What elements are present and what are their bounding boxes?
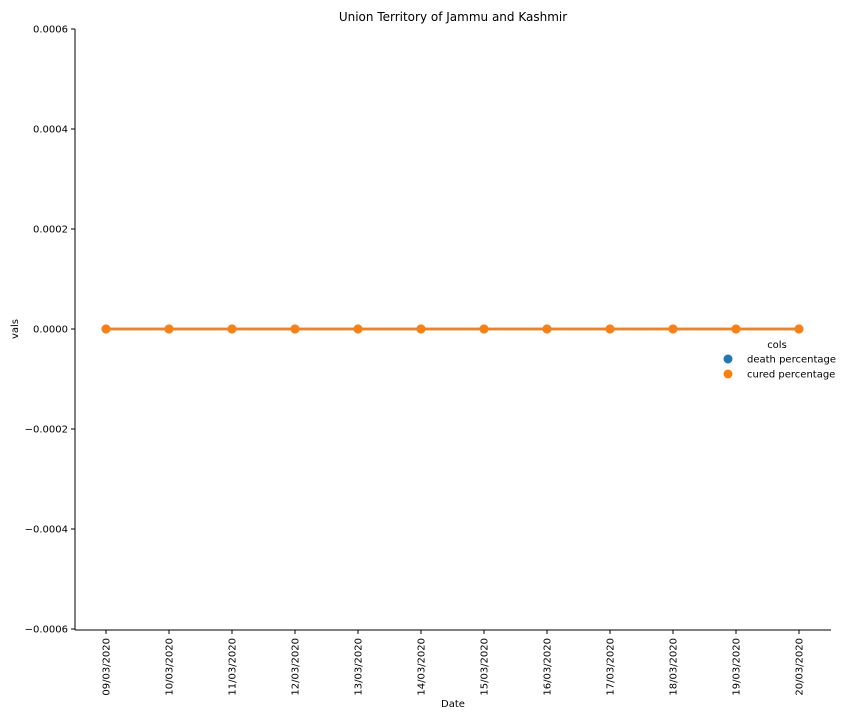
x-tick-label: 11/03/2020	[228, 638, 239, 696]
x-tick-label: 19/03/2020	[732, 638, 743, 696]
y-tick-label: 0.0006	[33, 25, 68, 36]
legend-label: death percentage	[747, 355, 836, 366]
data-point	[731, 324, 741, 334]
x-tick-label: 18/03/2020	[669, 638, 680, 696]
legend-marker	[723, 354, 733, 364]
legend-marker	[723, 369, 733, 379]
x-tick-label: 12/03/2020	[291, 638, 302, 696]
legend-title: cols	[767, 340, 787, 351]
x-tick-label: 16/03/2020	[543, 638, 554, 696]
x-tick-label: 15/03/2020	[480, 638, 491, 696]
y-tick-label: 0.0002	[33, 225, 68, 236]
data-point	[794, 324, 804, 334]
data-point	[290, 324, 300, 334]
legend-label: cured percentage	[747, 370, 835, 381]
y-tick-label: −0.0004	[25, 525, 68, 536]
y-tick-label: −0.0006	[25, 625, 68, 636]
data-point	[668, 324, 678, 334]
series-layer	[101, 324, 804, 334]
data-point	[353, 324, 363, 334]
data-point	[416, 324, 426, 334]
data-point	[101, 324, 111, 334]
chart-title: Union Territory of Jammu and Kashmir	[339, 10, 567, 24]
x-tick-label: 14/03/2020	[417, 638, 428, 696]
y-tick-label: 0.0000	[33, 325, 68, 336]
series-cured-percentage	[101, 324, 804, 334]
data-point	[164, 324, 174, 334]
x-tick-label: 10/03/2020	[165, 638, 176, 696]
x-tick-label: 09/03/2020	[102, 638, 113, 696]
x-axis-ticks: 09/03/2020 10/03/2020 11/03/2020 12/03/2020…	[102, 630, 806, 696]
y-axis-label: vals	[10, 319, 21, 339]
y-tick-label: 0.0004	[33, 125, 68, 136]
x-tick-label: 13/03/2020	[354, 638, 365, 696]
x-tick-label: 20/03/2020	[795, 638, 806, 696]
data-point	[479, 324, 489, 334]
y-axis-ticks: −0.0006 −0.0004 −0.0002 0.0000 0.0002 0.0004 0…	[25, 25, 75, 636]
data-point	[542, 324, 552, 334]
legend: cols death percentage cured percentage	[723, 340, 836, 381]
y-tick-label: −0.0002	[25, 425, 68, 436]
x-tick-label: 17/03/2020	[606, 638, 617, 696]
data-point	[605, 324, 615, 334]
x-axis-label: Date	[441, 699, 465, 710]
data-point	[227, 324, 237, 334]
